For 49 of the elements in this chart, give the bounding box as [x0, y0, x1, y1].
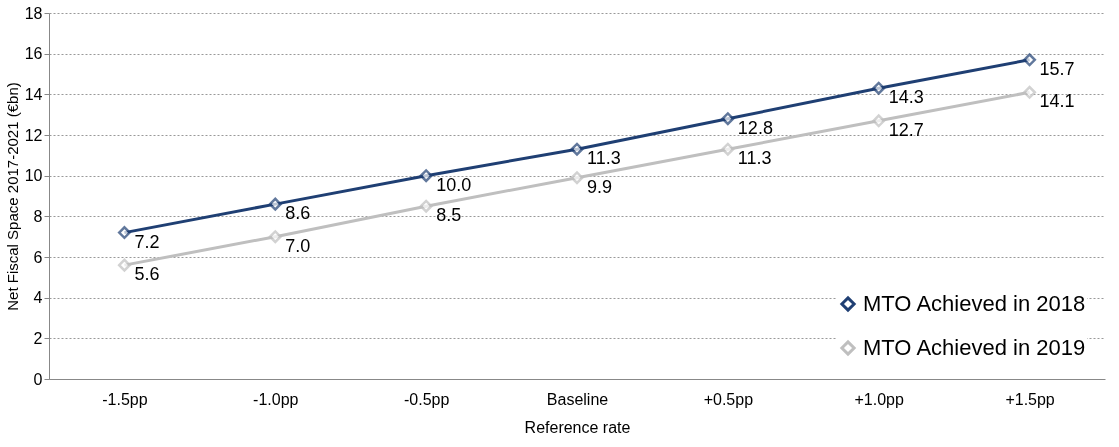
x-tick-label: -1.5pp: [102, 390, 148, 408]
x-tick-label: +0.5pp: [703, 390, 754, 408]
point: [1023, 85, 1037, 99]
y-tick-label: 4: [33, 289, 43, 307]
point: [570, 171, 584, 185]
x-tick-label: +1.5pp: [1005, 390, 1055, 408]
y-tick-label: 10: [24, 167, 43, 185]
point: [872, 114, 886, 128]
y-tick-label: 8: [33, 207, 43, 225]
x-tick-label: -0.5pp: [403, 390, 450, 408]
point: [1023, 53, 1037, 67]
data-label: 11.3: [587, 148, 621, 169]
data-label: 11.3: [737, 148, 772, 169]
data-label: 8.6: [285, 203, 311, 224]
point: [419, 169, 433, 183]
data-label: 10.0: [436, 174, 472, 195]
x-axis-title: Reference rate: [524, 418, 631, 436]
legend-label: MTO Achieved in 2018: [863, 291, 1086, 316]
data-label: 14.3: [888, 87, 924, 108]
legend-label: MTO Achieved in 2019: [863, 335, 1086, 360]
y-tick-label: 14: [24, 85, 43, 103]
y-tick-label: 16: [24, 45, 43, 63]
point: [419, 199, 433, 213]
point: [721, 142, 735, 156]
point: [117, 226, 131, 240]
data-label: 7.2: [134, 231, 160, 252]
point: [117, 258, 131, 272]
point: [268, 230, 282, 244]
point: [570, 142, 584, 156]
y-tick-label: 12: [24, 126, 43, 144]
data-label: 15.7: [1039, 58, 1075, 79]
y-tick-label: 6: [33, 248, 43, 266]
y-tick-label: 0: [33, 370, 43, 388]
x-tick-label: -1.0pp: [253, 390, 299, 408]
y-tick-label: 18: [24, 4, 43, 22]
data-label: 9.9: [587, 176, 613, 197]
y-axis-title: Net Fiscal Space 2017-2021 (€bn): [3, 82, 21, 311]
data-label: 14.1: [1039, 91, 1075, 112]
point: [268, 197, 282, 211]
x-tick-label: +1.0pp: [854, 390, 904, 408]
x-tick-label: Baseline: [546, 390, 609, 408]
point: [721, 112, 735, 126]
data-label: 7.0: [285, 235, 311, 256]
y-tick-label: 2: [33, 329, 43, 347]
data-label: 5.6: [134, 264, 160, 285]
data-label: 8.5: [436, 205, 462, 226]
point: [872, 81, 886, 95]
data-label: 12.7: [888, 119, 924, 140]
data-label: 12.8: [737, 117, 773, 138]
